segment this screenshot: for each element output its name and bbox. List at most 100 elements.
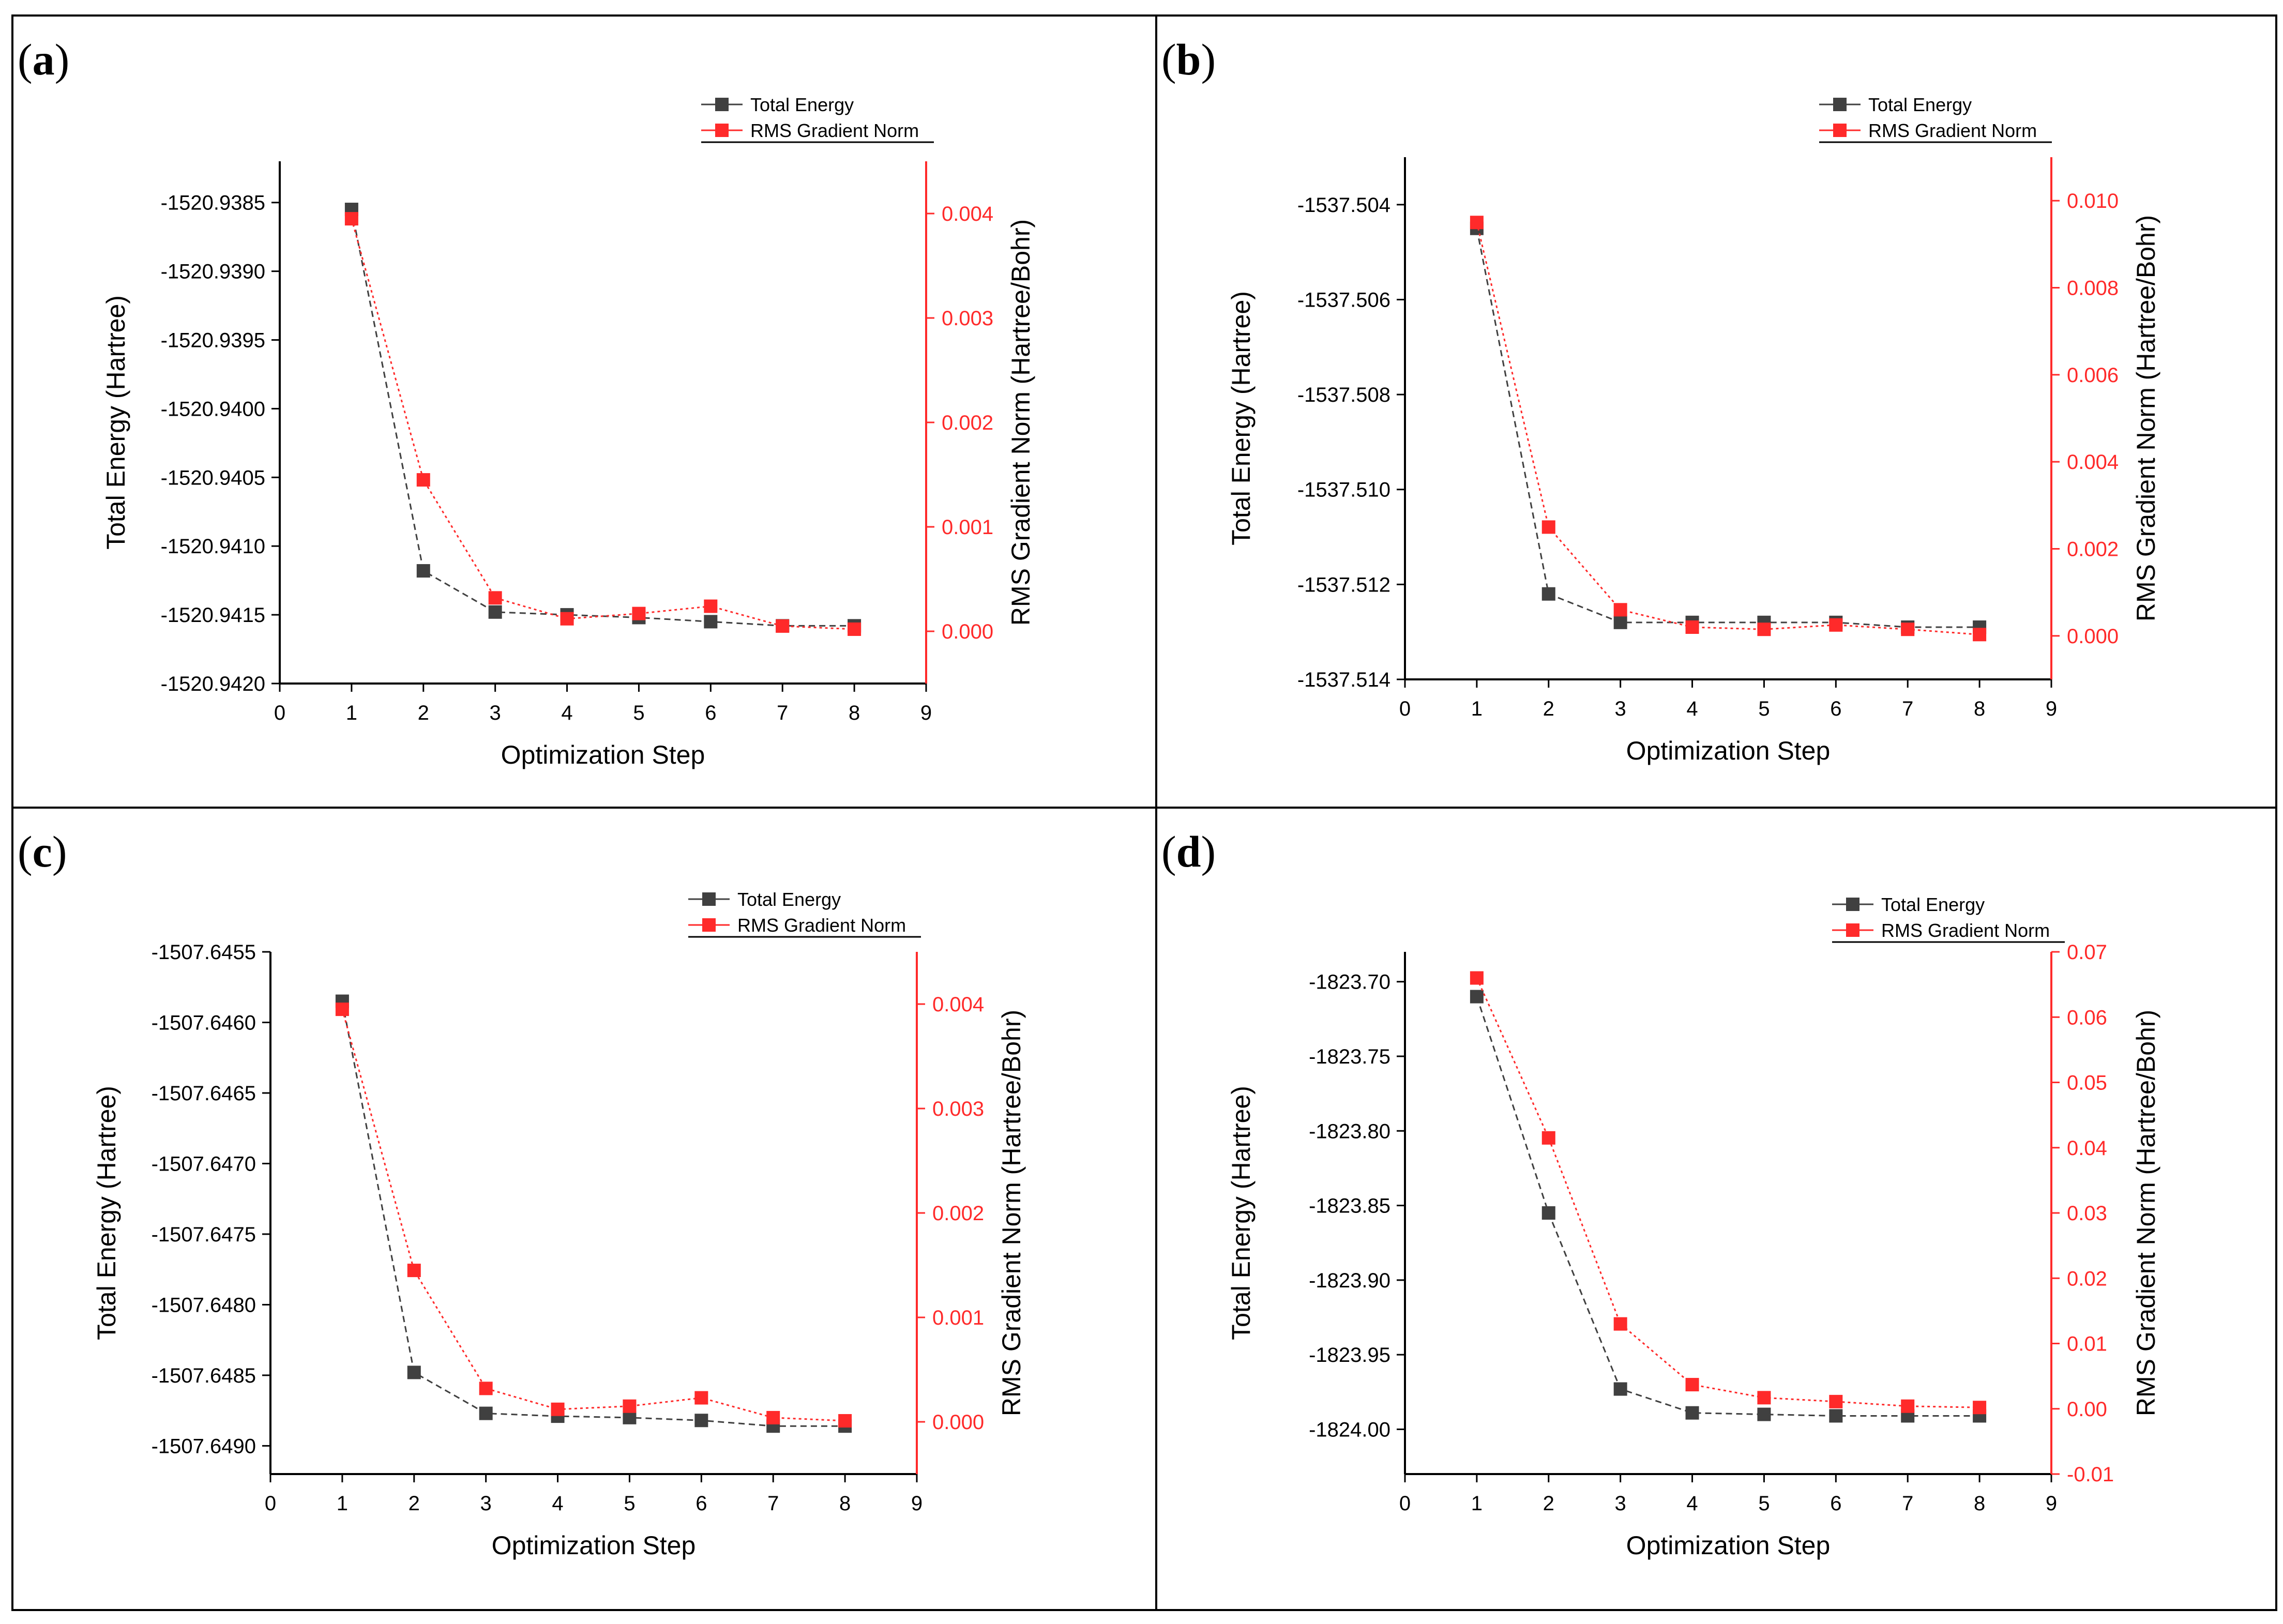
y2-tick-label: 0.000 — [2067, 625, 2119, 648]
legend-label: RMS Gradient Norm — [1881, 920, 2050, 941]
x-tick-label: 8 — [1974, 1492, 1985, 1515]
series-line — [351, 209, 855, 627]
data-point — [1685, 620, 1699, 634]
data-point — [1757, 1407, 1771, 1421]
series-line — [1476, 977, 1980, 1408]
y-tick-label: -1520.9385 — [161, 192, 265, 215]
series-line — [351, 218, 855, 630]
data-point — [1901, 623, 1915, 636]
x-tick-label: 6 — [705, 702, 716, 724]
y-tick-label: -1537.512 — [1297, 573, 1390, 596]
chart-b: 0 1 2 3 4 5 6 7 8 9 -1537.504 -1537.506 -1537.508 -15… — [1227, 94, 2160, 765]
y-tick-label: -1507.6475 — [152, 1223, 256, 1246]
x-tick-label: 9 — [2046, 697, 2057, 720]
y2-tick-label: 0.06 — [2067, 1006, 2107, 1029]
y-tick-label: -1823.90 — [1309, 1269, 1390, 1292]
x-tick-label: 3 — [1615, 1492, 1626, 1515]
x-tick-label: 7 — [777, 702, 788, 724]
data-point — [776, 619, 790, 633]
data-point — [632, 606, 646, 620]
x-axis-label: Optimization Step — [1626, 736, 1831, 765]
y-tick-label: -1520.9395 — [161, 329, 265, 352]
x-tick-label: 2 — [418, 702, 429, 724]
y2-tick-label: 0.003 — [932, 1098, 984, 1120]
x-tick-label: 1 — [346, 702, 357, 724]
legend-marker — [1846, 923, 1859, 937]
x-tick-label: 1 — [337, 1492, 348, 1515]
data-point — [694, 1414, 708, 1428]
y2-tick-label: 0.00 — [2067, 1398, 2107, 1421]
y2-axis-label: RMS Gradient Norm (Hartree/Bohr) — [1006, 219, 1035, 626]
data-point — [335, 1003, 349, 1016]
x-tick-label: 4 — [1686, 697, 1698, 720]
data-point — [1973, 628, 1987, 642]
y-tick-label: -1507.6460 — [152, 1011, 256, 1034]
x-tick-label: 0 — [274, 702, 285, 724]
y-tick-label: -1507.6465 — [152, 1082, 256, 1105]
x-tick-label: 5 — [1758, 697, 1770, 720]
y-tick-label: -1507.6490 — [152, 1435, 256, 1458]
x-axis-label: Optimization Step — [1626, 1531, 1831, 1560]
series-line — [341, 1001, 845, 1427]
series-line — [341, 1009, 845, 1422]
panel-b: (b) 0 1 2 3 4 5 6 7 8 9 -1537.504 -1537.506 -1537.50… — [1155, 14, 2277, 809]
y-tick-label: -1537.514 — [1297, 669, 1390, 691]
x-tick-label: 2 — [1543, 1492, 1554, 1515]
y2-tick-label: 0.004 — [2067, 451, 2119, 474]
y2-axis-label: RMS Gradient Norm (Hartree/Bohr) — [997, 1010, 1026, 1416]
data-point — [1613, 603, 1627, 617]
data-point — [623, 1410, 637, 1424]
data-point — [1757, 623, 1771, 636]
x-tick-label: 8 — [839, 1492, 851, 1515]
y-tick-label: -1507.6480 — [152, 1294, 256, 1316]
x-tick-label: 0 — [265, 1492, 276, 1515]
data-point — [1685, 1406, 1699, 1420]
data-point — [694, 1391, 708, 1405]
y2-axis-label: RMS Gradient Norm (Hartree/Bohr) — [2131, 215, 2160, 621]
y-tick-label: -1537.506 — [1297, 289, 1390, 311]
x-tick-label: 4 — [1686, 1492, 1698, 1515]
y2-tick-label: 0.010 — [2067, 190, 2119, 213]
data-point — [623, 1399, 637, 1413]
legend-marker — [1833, 124, 1847, 137]
y-tick-label: -1537.508 — [1297, 384, 1390, 406]
data-point — [488, 591, 502, 605]
data-point — [1613, 1317, 1627, 1331]
x-axis-label: Optimization Step — [501, 740, 705, 769]
y2-tick-label: 0.004 — [942, 203, 993, 225]
data-point — [560, 612, 574, 626]
y2-tick-label: 0.004 — [932, 993, 984, 1016]
y2-tick-label: -0.01 — [2067, 1463, 2114, 1486]
chart-d: 0 1 2 3 4 5 6 7 8 9 -1823.70 -1823.75 -1823.80 -1823.… — [1227, 894, 2160, 1560]
y-tick-label: -1823.80 — [1309, 1120, 1390, 1143]
y2-axis-label: RMS Gradient Norm (Hartree/Bohr) — [2131, 1010, 2160, 1416]
data-point — [1541, 1206, 1555, 1220]
y-tick-label: -1823.75 — [1309, 1045, 1390, 1068]
y-axis-label: Total Energy (Hartree) — [101, 295, 130, 550]
x-tick-label: 9 — [2046, 1492, 2057, 1515]
y-tick-label: -1520.9400 — [161, 398, 265, 420]
data-point — [416, 473, 430, 487]
panel-a: (a) 0 1 2 3 4 5 6 7 8 9 -1520.9385 -1520.9390 -1520.… — [11, 14, 1157, 809]
x-tick-label: 3 — [490, 702, 501, 724]
x-tick-label: 4 — [552, 1492, 563, 1515]
data-point — [407, 1264, 421, 1278]
y2-tick-label: 0.000 — [942, 620, 993, 643]
data-point — [1613, 615, 1627, 629]
data-point — [1470, 990, 1484, 1004]
series-line — [1476, 996, 1980, 1417]
x-tick-label: 8 — [1974, 697, 1985, 720]
data-point — [1541, 587, 1555, 601]
data-point — [1829, 1409, 1843, 1423]
y-axis-label: Total Energy (Hartree) — [1227, 1086, 1256, 1340]
x-tick-label: 0 — [1399, 1492, 1411, 1515]
data-point — [551, 1402, 565, 1416]
y2-tick-label: 0.002 — [932, 1202, 984, 1225]
data-point — [479, 1406, 493, 1420]
panel-label: (d) — [1161, 827, 1216, 876]
legend-marker — [702, 918, 716, 932]
data-point — [1613, 1382, 1627, 1396]
data-point — [1470, 971, 1484, 985]
x-tick-label: 6 — [1830, 697, 1841, 720]
y-tick-label: -1520.9415 — [161, 604, 265, 627]
